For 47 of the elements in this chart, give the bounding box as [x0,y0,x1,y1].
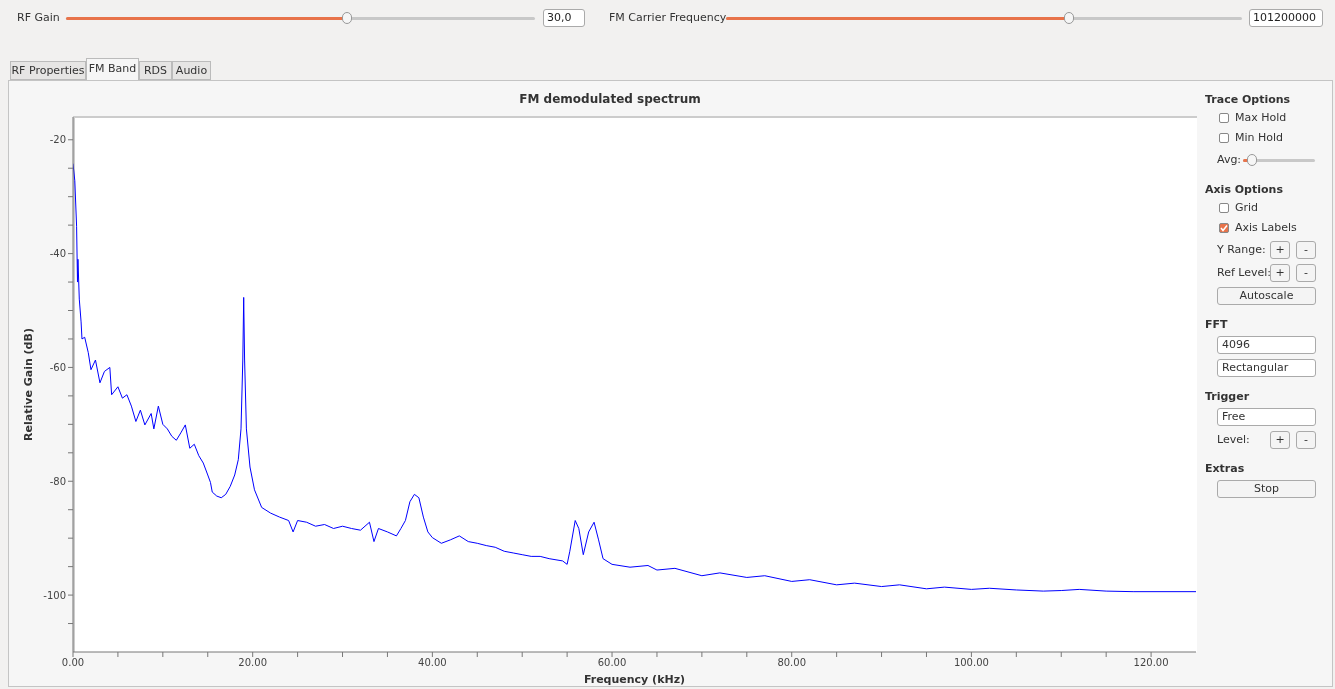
text: - [1296,241,1316,259]
x-tick-label: 80.00 [777,657,807,669]
text: Audio [172,61,211,80]
x-axis-title: Frequency (kHz) [583,673,686,686]
text: 4096 [1217,336,1316,354]
text: 101200000 [1249,9,1323,27]
text: Max Hold [1235,111,1287,124]
text: Y Range: [1217,243,1266,256]
text: + [1270,264,1290,282]
x-tick-label: 20.00 [238,657,267,669]
text: Trace Options [1205,93,1291,106]
text: Rectangular [1217,359,1316,377]
chart-title: FM demodulated spectrum [518,92,702,106]
y-tick-label: -40 [49,248,66,260]
text: Level: [1217,433,1250,446]
x-tick-label: 40.00 [418,657,447,669]
text: RF Gain [17,11,60,24]
text: 30,0 [543,9,585,27]
x-tick-label: 60.00 [597,657,627,669]
text: Stop [1217,480,1316,498]
text: RDS [139,61,172,80]
y-tick-label: -20 [49,134,66,146]
text: RF Properties [10,61,86,80]
text: FM Carrier Frequency [609,11,727,24]
y-axis-title: Relative Gain (dB) [21,328,35,441]
text: Autoscale [1217,287,1316,305]
text: Extras [1205,462,1245,475]
x-tick-label: 100.00 [953,657,989,669]
text: FFT [1205,318,1228,331]
text: Avg: [1217,153,1242,166]
text: FM Band [86,58,139,80]
y-tick-label: -60 [49,361,66,373]
text: Axis Labels [1235,221,1297,234]
text: Axis Options [1205,183,1283,196]
x-tick-label: 0.00 [61,657,85,669]
text: + [1270,431,1290,449]
x-tick-label: 120.00 [1133,657,1169,669]
text: Trigger [1205,390,1250,403]
text: - [1296,264,1316,282]
text: Min Hold [1235,131,1284,144]
y-tick-label: -80 [49,475,66,487]
text: Free [1217,408,1316,426]
y-tick-label: -100 [43,589,66,601]
text: - [1296,431,1316,449]
text: Ref Level: [1217,266,1272,279]
text: + [1270,241,1290,259]
text: Grid [1235,201,1259,214]
